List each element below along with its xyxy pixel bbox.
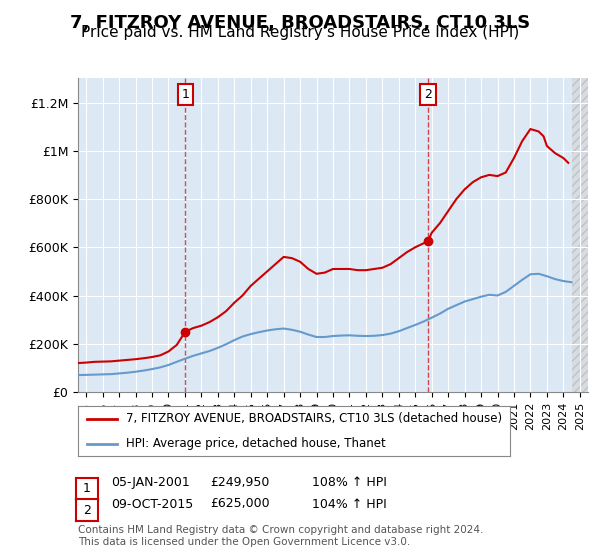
Text: Contains HM Land Registry data © Crown copyright and database right 2024.
This d: Contains HM Land Registry data © Crown c… <box>78 525 484 547</box>
Text: 09-OCT-2015: 09-OCT-2015 <box>111 497 193 511</box>
Text: 104% ↑ HPI: 104% ↑ HPI <box>312 497 387 511</box>
Text: 1: 1 <box>83 482 91 496</box>
Text: 7, FITZROY AVENUE, BROADSTAIRS, CT10 3LS: 7, FITZROY AVENUE, BROADSTAIRS, CT10 3LS <box>70 14 530 32</box>
Text: 7, FITZROY AVENUE, BROADSTAIRS, CT10 3LS (detached house): 7, FITZROY AVENUE, BROADSTAIRS, CT10 3LS… <box>125 412 502 425</box>
Text: 2: 2 <box>83 503 91 517</box>
Text: 1: 1 <box>181 88 189 101</box>
Text: 108% ↑ HPI: 108% ↑ HPI <box>312 476 387 489</box>
Text: Price paid vs. HM Land Registry's House Price Index (HPI): Price paid vs. HM Land Registry's House … <box>81 25 519 40</box>
Text: 2: 2 <box>424 88 432 101</box>
Text: £249,950: £249,950 <box>210 476 269 489</box>
Text: 05-JAN-2001: 05-JAN-2001 <box>111 476 190 489</box>
Text: £625,000: £625,000 <box>210 497 269 511</box>
Bar <box>572 78 588 392</box>
Text: HPI: Average price, detached house, Thanet: HPI: Average price, detached house, Than… <box>125 437 385 450</box>
